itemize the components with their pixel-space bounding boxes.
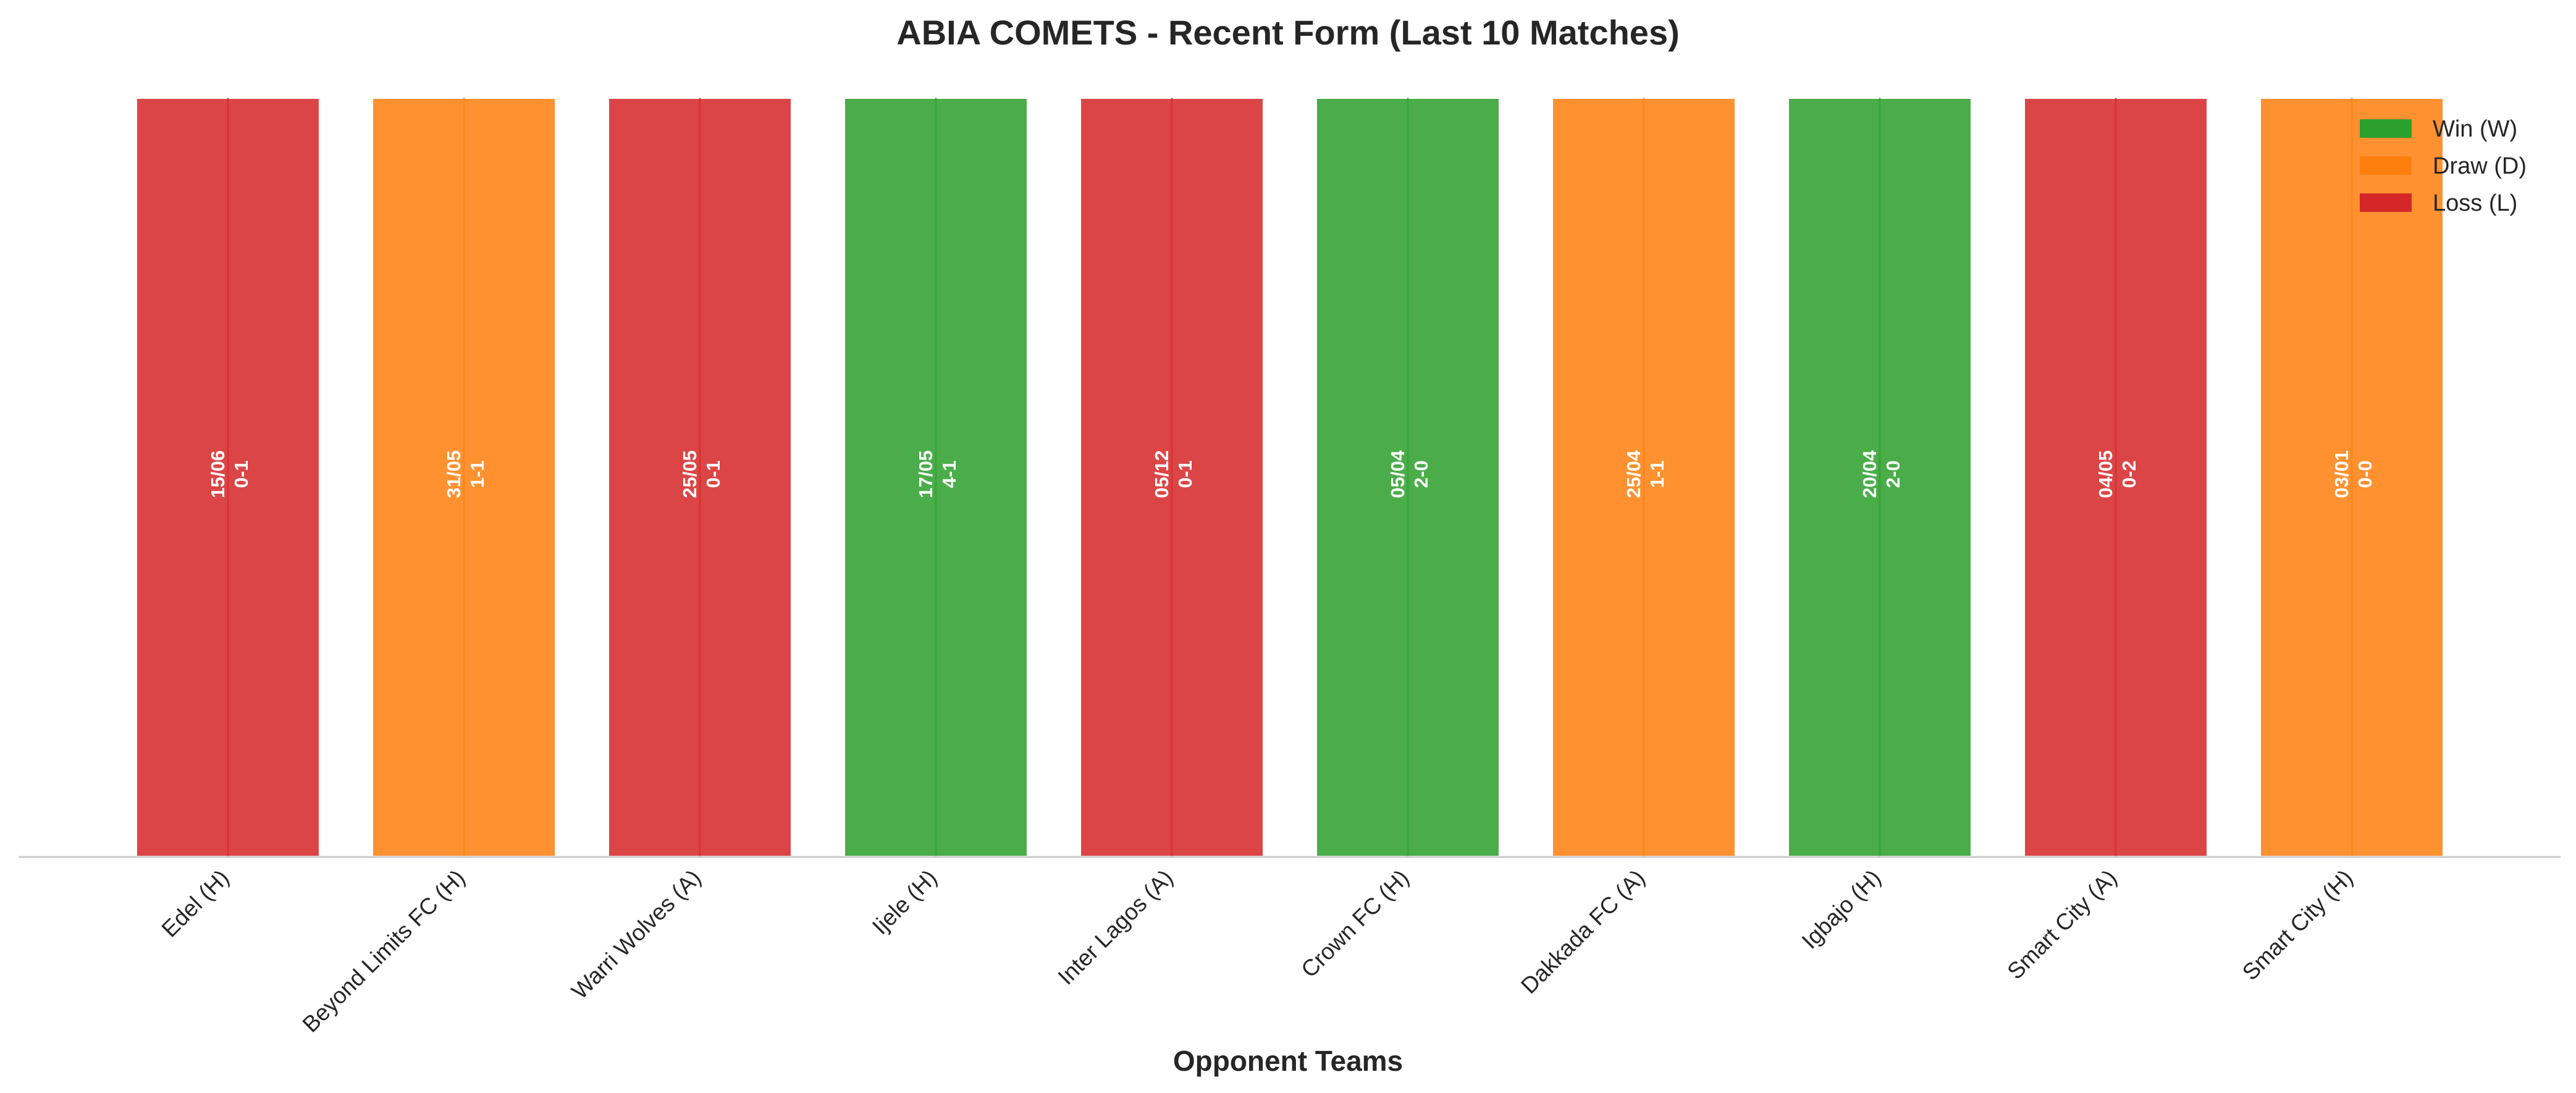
bar-label-10: 03/010-0 [2331,450,2376,499]
x-tick-label-7: Dakkada FC (A) [1516,865,1650,999]
legend-swatch-l [2360,193,2412,212]
x-tick-labels: Edel (H) Beyond Limits FC (H) Warri Wolves… [157,865,2358,1037]
legend-label-w: Win (W) [2433,116,2517,142]
x-tick-label-4: Ijele (H) [867,865,942,940]
x-tick-label-2: Beyond Limits FC (H) [298,865,470,1037]
x-tick-label-10: Smart City (H) [2237,865,2358,985]
bar-label-6: 05/042-0 [1387,450,1432,498]
bar-label-2: 31/051-1 [443,450,488,499]
legend-swatch-d [2360,156,2412,175]
x-tick-label-6: Crown FC (H) [1296,865,1413,982]
x-tick-label-1: Edel (H) [157,865,234,942]
legend-swatch-w [2360,119,2412,138]
legend-label-d: Draw (D) [2433,153,2527,179]
bar-label-3: 25/050-1 [679,450,724,499]
x-tick-label-8: Igbajo (H) [1797,865,1886,954]
bar-label-1: 15/060-1 [207,450,252,499]
bar-label-8: 20/042-0 [1859,450,1904,498]
bar-label-9: 04/050-2 [2095,450,2140,499]
legend: Win (W) Draw (D) Loss (L) [2360,116,2527,216]
legend-label-l: Loss (L) [2433,190,2517,216]
bar-label-5: 05/120-1 [1151,450,1196,499]
x-tick-label-9: Smart City (A) [2002,865,2121,984]
x-tick-label-5: Inter Lagos (A) [1053,865,1178,990]
chart-title: ABIA COMETS - Recent Form (Last 10 Match… [896,13,1679,52]
x-axis-label: Opponent Teams [1173,1045,1403,1077]
bars-group: 15/060-1 31/051-1 25/050-1 17/054-1 05/120-1… [135,96,2445,858]
bar-label-4: 17/054-1 [915,450,960,499]
bar-label-7: 25/041-1 [1623,450,1668,498]
x-tick-label-3: Warri Wolves (A) [566,865,705,1004]
